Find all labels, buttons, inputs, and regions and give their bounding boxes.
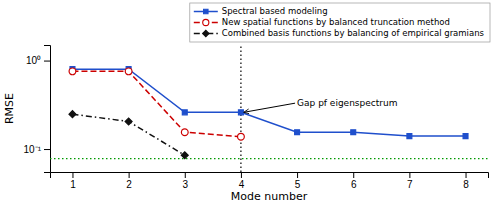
y-tick-label: 10⁻¹ (24, 144, 42, 155)
series-marker (407, 134, 412, 139)
legend-frame (190, 3, 490, 42)
series-marker (295, 130, 300, 135)
x-tick-label: 3 (182, 179, 188, 190)
x-axis-title: Mode number (231, 190, 308, 203)
y-tick-label: 10⁰ (26, 55, 41, 66)
series-marker (238, 110, 243, 115)
x-tick: 7 (407, 172, 413, 190)
x-tick: 5 (295, 172, 301, 190)
y-axis: 10⁻¹ 10⁰ (24, 46, 51, 173)
x-tick-mark (297, 172, 298, 178)
x-tick-label: 4 (239, 179, 245, 190)
x-tick-label: 6 (351, 179, 357, 190)
legend: Spectral based modelingNew spatial funct… (190, 3, 490, 42)
series-marker (182, 110, 187, 115)
series-marker (69, 68, 76, 75)
legend-item: New spatial functions by balanced trunca… (194, 17, 450, 27)
x-tick-mark (185, 172, 186, 178)
x-tick: 8 (463, 172, 469, 190)
legend-marker (203, 30, 209, 36)
plot-area (50, 45, 488, 172)
legend-label: New spatial functions by balanced trunca… (222, 17, 450, 27)
series-marker (181, 129, 188, 136)
y-tick: 10⁻¹ (24, 144, 50, 155)
series-marker (351, 130, 356, 135)
x-tick: 1 (70, 172, 76, 190)
x-tick: 6 (351, 172, 357, 190)
y-tick: 10⁰ (26, 55, 50, 66)
legend-label: Combined basis functions by balancing of… (222, 28, 485, 38)
x-axis-line (51, 173, 489, 179)
series-line (72, 69, 465, 136)
x-tick: 4 (239, 172, 245, 190)
legend-marker (203, 19, 209, 25)
series-marker (238, 133, 245, 140)
series-marker (181, 152, 188, 159)
series-marker (125, 68, 132, 75)
x-axis: 1 2 3 4 5 6 7 8 (51, 172, 489, 190)
x-tick-label: 2 (126, 179, 132, 190)
y-tick-mark (44, 149, 50, 150)
annotation: Gap pf eigenspectrum (297, 98, 397, 108)
x-tick-label: 7 (407, 179, 413, 190)
legend-item: Spectral based modeling (194, 6, 328, 16)
legend-marker (204, 9, 208, 13)
x-tick-mark (466, 172, 467, 178)
x-tick-mark (409, 172, 410, 178)
y-tick-mark (44, 61, 50, 62)
series-marker (125, 118, 132, 125)
x-tick-label: 8 (463, 179, 469, 190)
x-tick-mark (129, 172, 130, 178)
series-line (72, 71, 240, 136)
series-marker (69, 111, 76, 118)
series-marker (463, 134, 468, 139)
legend-item: Combined basis functions by balancing of… (194, 28, 485, 38)
x-tick-mark (72, 172, 73, 178)
x-tick-label: 1 (70, 179, 76, 190)
reference-vline (240, 45, 241, 172)
series-line (72, 114, 184, 155)
legend-label: Spectral based modeling (222, 6, 328, 16)
y-axis-line (44, 46, 51, 173)
x-tick: 2 (126, 172, 132, 190)
annotation-arrow (244, 103, 295, 112)
x-tick: 3 (182, 172, 188, 190)
y-axis-title: RMSE (3, 93, 16, 124)
reference-hline (50, 158, 488, 159)
x-tick-mark (353, 172, 354, 178)
x-tick-mark (241, 172, 242, 178)
x-tick-label: 5 (295, 179, 301, 190)
chart: 1 2 3 4 5 6 7 8 10⁻¹ 10⁰ Mode number RMSE Gap pf eig… (0, 0, 500, 204)
